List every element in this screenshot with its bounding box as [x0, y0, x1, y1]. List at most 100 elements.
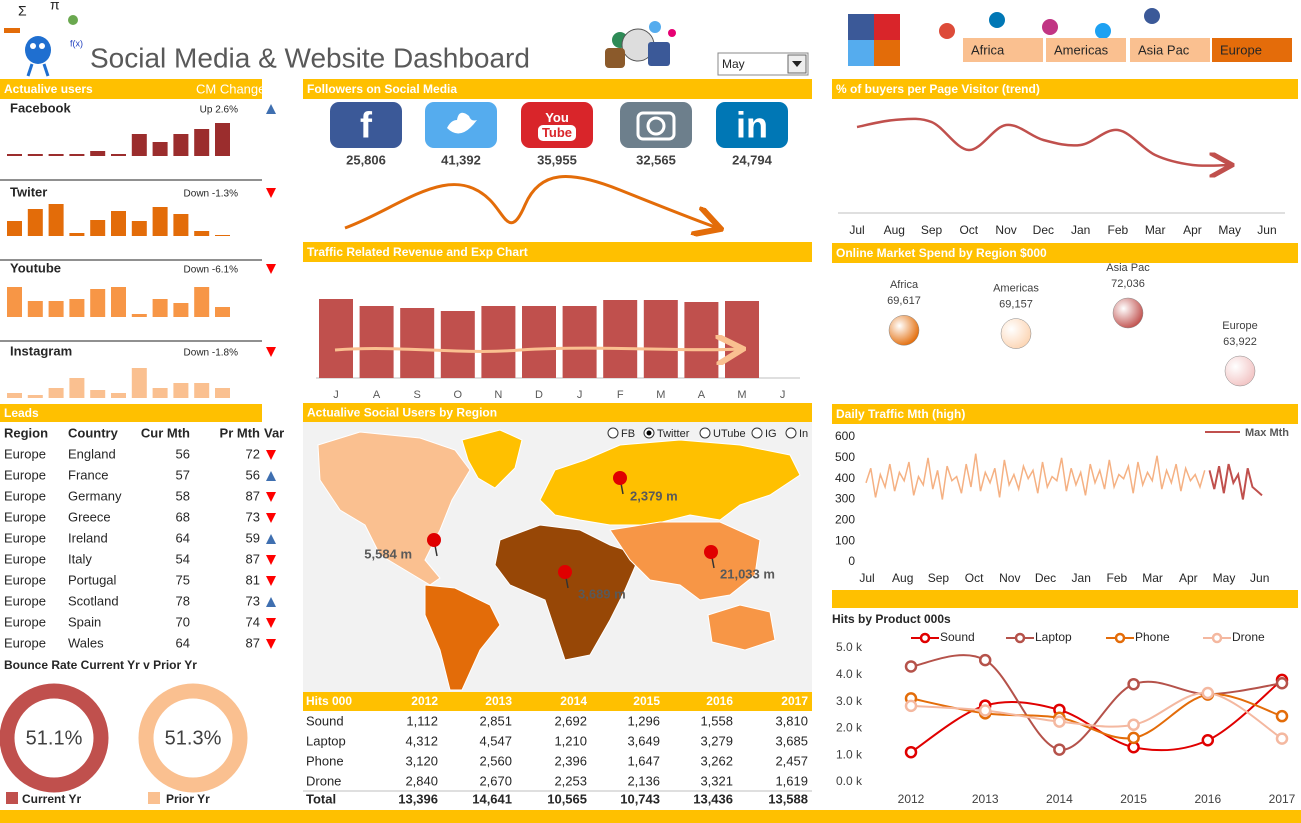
column-header: Region: [4, 425, 48, 440]
spark-bar: [48, 388, 64, 398]
spark-bar: [48, 301, 64, 317]
table-header-cell: 2012: [411, 694, 438, 708]
table-cell: 1,112: [406, 713, 438, 728]
spark-bar: [173, 214, 189, 236]
section-title: Actualive Social Users by Region: [307, 406, 497, 420]
radio-button[interactable]: [607, 427, 619, 439]
table-cell: Spain: [68, 614, 101, 629]
table-cell: 2,457: [775, 753, 808, 768]
x-tick-label: Oct: [959, 223, 978, 237]
table-header-cell: 2014: [560, 694, 587, 708]
bubble: [888, 315, 920, 346]
table-cell: Europe: [4, 593, 46, 608]
social-icon: [330, 102, 402, 148]
bubble-value: 69,617: [887, 295, 921, 307]
radio-label: In: [799, 428, 808, 440]
region-button[interactable]: [1212, 38, 1292, 62]
spark-bar: [215, 307, 230, 317]
radio-button[interactable]: [699, 427, 711, 439]
point: [904, 699, 918, 713]
world-map: [303, 422, 812, 692]
traffic-line: [865, 453, 1206, 500]
table-cell: 64: [176, 635, 190, 650]
table-header-cell: Hits 000: [306, 694, 352, 708]
table-cell: Total: [306, 791, 336, 806]
x-tick-label: Jan: [1071, 223, 1090, 237]
network-change: Down -6.1%: [184, 265, 239, 276]
bar: [562, 306, 597, 378]
y-tick-label: 200: [835, 513, 855, 527]
math-symbol: π: [50, 0, 60, 13]
x-tick-label: M: [656, 389, 665, 401]
region-button[interactable]: [963, 38, 1043, 62]
x-tick-label: Jul: [849, 223, 864, 237]
section-header: [0, 79, 262, 99]
table-header-cell: 2015: [633, 694, 660, 708]
y-tick-label: 400: [835, 471, 855, 485]
traffic-line: [1208, 463, 1263, 500]
x-tick-label: 2015: [1120, 792, 1147, 806]
bounce-title: Bounce Rate Current Yr v Prior Yr: [4, 658, 197, 672]
x-tick-label: Jun: [1257, 223, 1276, 237]
table-cell: 13,396: [398, 791, 438, 806]
math-symbol: Σ: [18, 3, 27, 19]
bar: [725, 301, 759, 378]
point: [1127, 731, 1140, 745]
social-icon: [716, 102, 788, 148]
icon-text: You Tube: [542, 110, 572, 140]
radio-label: FB: [621, 428, 635, 440]
x-tick-label: Feb: [1108, 223, 1129, 237]
region-label: Europe: [1220, 42, 1262, 57]
point: [978, 704, 992, 717]
point: [1201, 733, 1215, 747]
radio-button[interactable]: [785, 427, 797, 439]
spark-bar: [69, 378, 85, 398]
spark-bar: [131, 368, 147, 398]
section-title: Traffic Related Revenue and Exp Chart: [307, 245, 528, 259]
region-button[interactable]: [1130, 38, 1210, 62]
var-indicator: [266, 450, 276, 460]
table-cell: 2,136: [627, 773, 660, 788]
point: [1275, 676, 1289, 690]
table-cell: Europe: [4, 446, 46, 461]
table-cell: 1,296: [627, 713, 660, 728]
table-cell: 13,588: [768, 791, 808, 806]
column-header: Pr Mth: [220, 425, 261, 440]
radio-label: UTube: [713, 428, 746, 440]
region-button[interactable]: [1046, 38, 1126, 62]
pin-head: [558, 565, 572, 579]
table-cell: Ireland: [68, 530, 108, 545]
table-cell: 10,565: [547, 791, 587, 806]
spark-bar: [215, 235, 230, 236]
point: [978, 653, 992, 667]
spark-bar: [152, 299, 168, 317]
table-cell: 3,279: [700, 733, 733, 748]
bar: [684, 302, 719, 378]
table-cell: 73: [246, 593, 260, 608]
month-select[interactable]: [717, 52, 809, 76]
spark-bar: [152, 388, 168, 398]
table-cell: Europe: [4, 635, 46, 650]
section-header: [303, 242, 812, 262]
social-icon: [620, 102, 692, 148]
table-cell: Europe: [4, 572, 46, 587]
x-tick-label: J: [780, 389, 786, 401]
y-tick-label: 0.0 k: [836, 774, 863, 788]
legend-label: Phone: [1135, 630, 1170, 644]
table-cell: 54: [176, 551, 190, 566]
legend-swatch: [6, 792, 18, 804]
x-tick-label: O: [454, 389, 463, 401]
revenue-trend: [334, 348, 740, 351]
table-cell: 74: [246, 614, 260, 629]
var-indicator: [266, 639, 276, 649]
table-cell: 73: [246, 509, 260, 524]
table-cell: Europe: [4, 530, 46, 545]
icon-text: in: [736, 105, 768, 146]
section-header: [0, 404, 262, 422]
radio-button[interactable]: [751, 427, 763, 439]
y-tick-label: 5.0 k: [836, 640, 863, 654]
x-tick-label: Oct: [965, 571, 984, 585]
section-header: [832, 79, 1298, 99]
spark-bar: [173, 303, 189, 317]
radio-label: Twitter: [657, 428, 690, 440]
